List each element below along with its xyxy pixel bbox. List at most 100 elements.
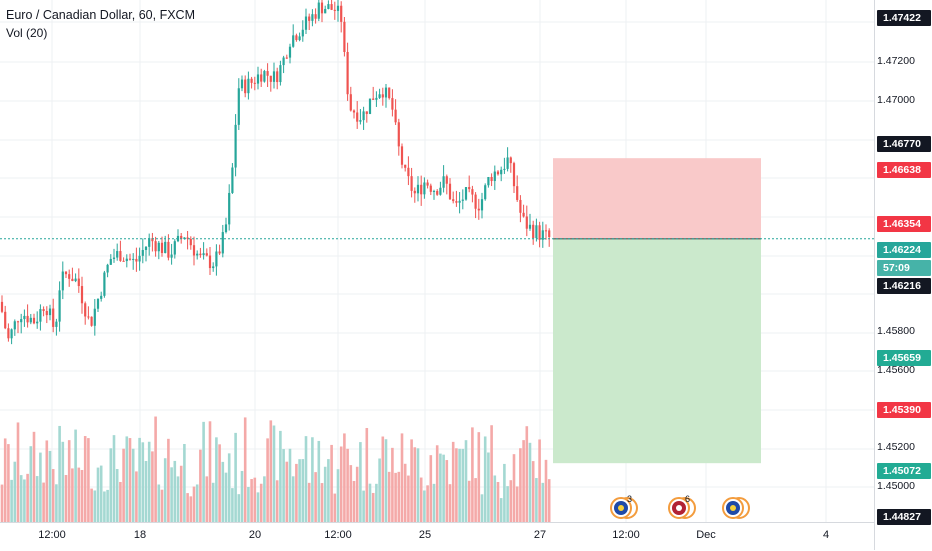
volume-bar: [0, 484, 4, 522]
candle-body: [445, 176, 448, 184]
volume-bar: [298, 459, 301, 522]
volume-bar: [442, 454, 445, 522]
time-label: 27: [533, 529, 547, 541]
candle-body: [125, 258, 128, 262]
volume-bar: [35, 476, 39, 522]
volume-bar: [368, 483, 372, 522]
volume-bar: [314, 472, 317, 522]
volume-bar: [173, 460, 177, 522]
volume-bar: [13, 461, 17, 522]
volume-bar: [397, 471, 401, 522]
us-flag-event-icon[interactable]: 6: [668, 494, 696, 522]
candle-body: [13, 321, 16, 330]
volume-bar: [375, 483, 378, 522]
candle-body: [234, 124, 237, 168]
candle-body: [20, 319, 23, 323]
take-profit-zone[interactable]: [553, 238, 761, 464]
volume-bar: [199, 449, 202, 522]
volume-bar: [240, 470, 244, 522]
volume-bar: [288, 448, 292, 522]
volume-bar: [55, 484, 58, 522]
candle-body: [397, 122, 400, 147]
volume-bar: [26, 473, 29, 522]
candle-body: [212, 266, 215, 269]
candle-body: [452, 199, 455, 202]
price-tag: 1.45659: [877, 350, 931, 366]
volume-bar: [234, 432, 237, 522]
volume-bar: [362, 490, 365, 522]
short-position-tool[interactable]: [553, 158, 761, 464]
target-price-tag: 1.45072: [877, 463, 931, 479]
candle-body: [266, 71, 269, 76]
candle-body: [23, 315, 26, 320]
volume-bar: [522, 440, 525, 522]
volume-bar: [471, 427, 474, 522]
candle-body: [503, 168, 506, 170]
event-count: 3: [627, 494, 633, 504]
price-label: 1.45200: [877, 441, 915, 453]
candle-body: [333, 9, 336, 11]
candle-body: [170, 254, 173, 258]
candle-body: [84, 303, 87, 317]
candle-body: [272, 71, 276, 82]
candle-body: [285, 57, 288, 59]
volume-bar: [330, 444, 333, 522]
candle-body: [384, 87, 388, 98]
candle-body: [455, 201, 458, 203]
event-count: 6: [685, 494, 691, 504]
candle-body: [7, 328, 10, 339]
candle-body: [196, 253, 199, 256]
volume-legend[interactable]: Vol (20): [6, 26, 48, 40]
volume-bar: [266, 438, 269, 522]
candle-body: [68, 274, 71, 279]
candle-body: [436, 190, 439, 195]
price-label: 1.47200: [877, 55, 915, 67]
price-tag: 1.46770: [877, 136, 931, 152]
candle-body: [512, 163, 516, 187]
candle-body: [132, 258, 135, 260]
volume-bar: [525, 426, 529, 522]
volume-bar: [419, 477, 423, 522]
volume-bar: [394, 472, 397, 522]
eu-flag-event-icon[interactable]: [722, 494, 750, 522]
price-axis[interactable]: 1.47200 1.47000 1.45800 1.45600 1.45200 …: [874, 0, 932, 550]
candle-body: [372, 98, 375, 100]
volume-bar: [544, 459, 548, 522]
candle-body: [208, 255, 212, 269]
candle-body: [365, 111, 368, 114]
candle-body: [484, 185, 487, 200]
volume-bar: [336, 469, 340, 522]
candle-body: [10, 329, 13, 339]
candle-body: [282, 57, 285, 66]
candle-body: [215, 251, 218, 267]
candle-body: [253, 82, 256, 84]
candle-body: [538, 225, 541, 240]
volume-bar: [205, 476, 209, 522]
volume-bar: [183, 443, 186, 522]
candle-body: [487, 177, 490, 186]
candle-body: [496, 171, 500, 175]
symbol-legend[interactable]: Euro / Canadian Dollar, 60, FXCM: [6, 8, 195, 22]
time-axis[interactable]: 12:00 18 20 12:00 25 27 12:00 Dec 4: [0, 522, 874, 551]
candle-body: [535, 225, 538, 239]
candle-body: [407, 167, 410, 177]
candle-body: [509, 157, 512, 164]
stop-loss-zone[interactable]: [553, 158, 761, 239]
volume-bar: [503, 463, 506, 522]
candle-body: [362, 111, 365, 121]
candle-body: [500, 169, 503, 175]
candle-body: [122, 260, 125, 262]
volume-bar: [45, 440, 49, 522]
eu-flag-event-icon[interactable]: 3: [610, 494, 638, 522]
volume-bar: [39, 452, 42, 522]
candle-body: [359, 120, 362, 122]
volume-bar: [259, 483, 263, 522]
price-chart[interactable]: [0, 0, 874, 522]
volume-bar: [83, 436, 87, 522]
candle-body: [160, 242, 164, 254]
candle-body: [317, 2, 320, 19]
candle-body: [247, 78, 250, 94]
volume-bar: [339, 446, 343, 522]
volume-bar: [19, 475, 23, 522]
volume-bar: [343, 433, 346, 522]
